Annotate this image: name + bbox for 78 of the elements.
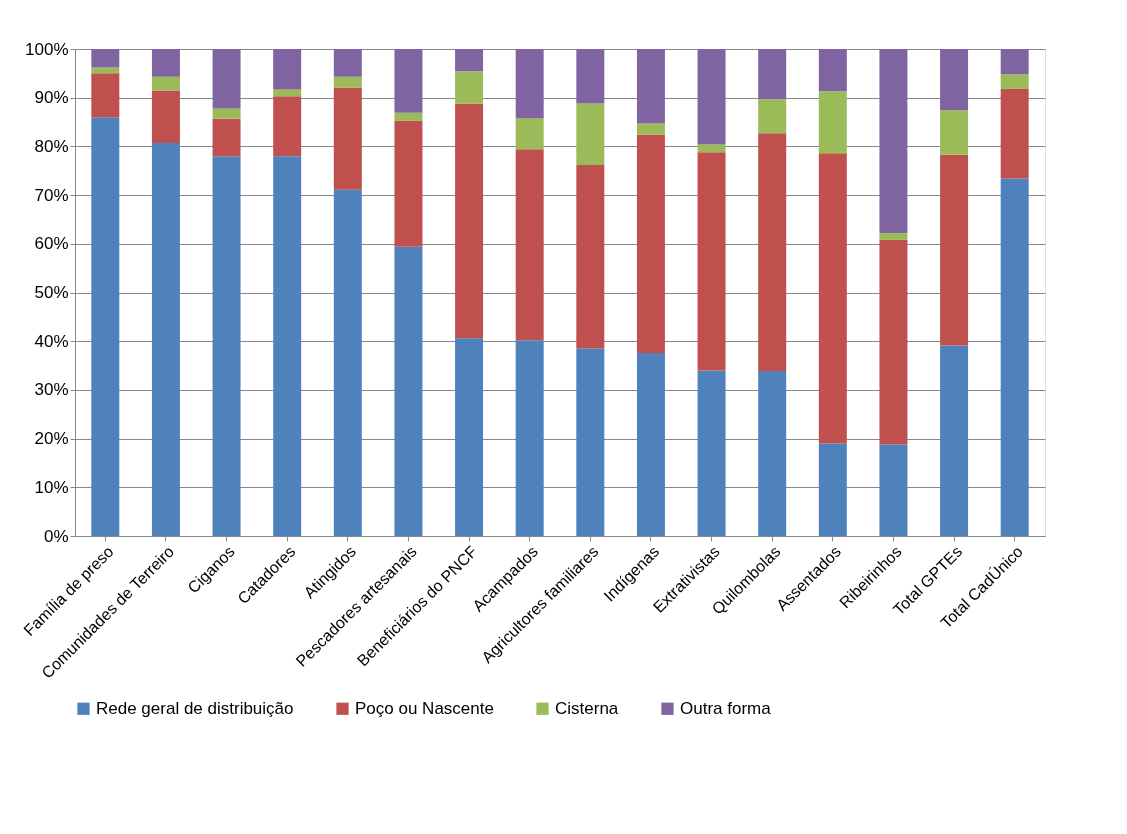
bar [394, 120, 423, 247]
bar [151, 49, 180, 77]
bar [273, 96, 302, 157]
bar [515, 149, 544, 341]
bar [879, 49, 908, 234]
bar [394, 246, 423, 536]
bar [273, 156, 302, 536]
bar [758, 99, 787, 134]
bar [333, 76, 362, 88]
bar [151, 142, 180, 536]
bar [697, 370, 726, 536]
bar [91, 49, 120, 68]
bar [1000, 178, 1029, 536]
y-tick-label: 50% [34, 283, 69, 302]
bar [818, 49, 847, 92]
bar [1000, 49, 1029, 75]
bar [697, 144, 726, 153]
y-tick-label: 0% [43, 526, 69, 546]
bar [212, 108, 241, 119]
bar [515, 118, 544, 150]
bar [91, 73, 120, 118]
bar [273, 49, 302, 90]
bar [455, 49, 484, 72]
bar [940, 110, 969, 155]
bar [818, 153, 847, 444]
bar [636, 352, 665, 536]
y-tick-label: 20% [34, 429, 69, 449]
bar [333, 87, 362, 190]
bar [455, 338, 484, 536]
bar [818, 91, 847, 154]
bar [212, 49, 241, 109]
bar [151, 90, 180, 143]
bar [576, 49, 605, 104]
bar [576, 348, 605, 536]
bar [940, 345, 969, 536]
y-tick-label: 90% [34, 88, 69, 108]
bar [879, 233, 908, 240]
y-tick-label: 10% [34, 477, 69, 497]
legend-label: Cisterna [555, 698, 619, 718]
bar [636, 134, 665, 353]
bar [91, 117, 120, 536]
bar [758, 370, 787, 536]
bar [697, 49, 726, 145]
bar [1000, 74, 1029, 89]
bar [212, 118, 241, 157]
legend-label: Poço ou Nascente [355, 698, 494, 718]
bar [576, 103, 605, 165]
bar [394, 49, 423, 113]
bar [212, 156, 241, 536]
bar [515, 340, 544, 536]
bar [333, 49, 362, 77]
y-tick-label: 60% [34, 234, 69, 254]
bar [879, 239, 908, 445]
bar [1000, 88, 1029, 179]
y-tick-label: 100% [25, 39, 69, 59]
bar [151, 76, 180, 91]
bar [455, 71, 484, 104]
bar [940, 49, 969, 111]
bar [879, 444, 908, 536]
bar [758, 49, 787, 100]
bar [333, 189, 362, 536]
y-tick-label: 80% [34, 136, 69, 156]
bar [818, 443, 847, 536]
bar [576, 164, 605, 349]
bar [273, 89, 302, 97]
y-tick-label: 70% [34, 185, 69, 205]
legend-label: Outra forma [680, 698, 772, 718]
y-tick-label: 30% [34, 380, 69, 400]
y-tick-label: 40% [34, 331, 69, 351]
bar [515, 49, 544, 119]
bar [394, 112, 423, 121]
legend-label: Rede geral de distribuição [96, 698, 294, 718]
bar [940, 154, 969, 346]
bar [697, 152, 726, 371]
bar [636, 49, 665, 124]
bar [758, 133, 787, 371]
bar [455, 103, 484, 339]
bar [636, 123, 665, 135]
